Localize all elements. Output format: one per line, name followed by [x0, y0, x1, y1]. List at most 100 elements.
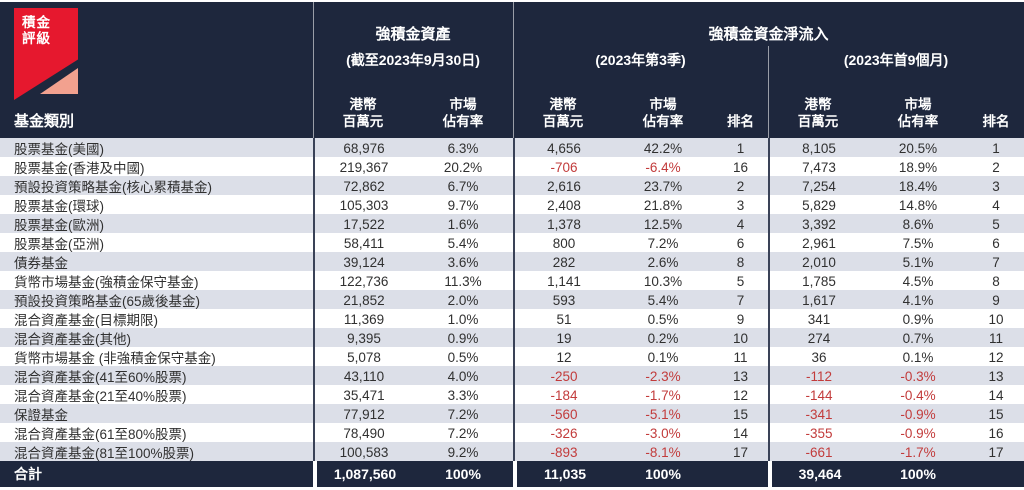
q3-rank-cell: 11 — [733, 349, 748, 365]
q3-share-cell: -8.1% — [645, 444, 681, 460]
netflow-9month-header: (2023年首9個月) 港幣 百萬元 市場 佔有率 排名 — [768, 44, 1024, 138]
assets-amount-cell: 39,124 — [313, 252, 413, 272]
q3-netflow-cell: 1,378 — [513, 214, 613, 234]
assets-group-subtitle: (截至2023年9月30日) — [346, 52, 480, 68]
col-header-hkd-million: 港幣 百萬元 — [313, 97, 413, 131]
col-header-hkd-million: 港幣 百萬元 — [513, 97, 613, 131]
assets-share-cell: 9.7% — [447, 197, 479, 213]
m9-rank-cell: 11 — [988, 330, 1003, 346]
q3-rank-cell: 6 — [736, 235, 745, 251]
m9-share-cell: 0.9% — [902, 311, 934, 327]
m9-rank-cell: 5 — [992, 216, 1000, 232]
fund-category-cell: 混合資產基金(61至80%股票) — [14, 427, 187, 442]
q3-netflow-cell: 800 — [513, 233, 613, 253]
q3-share-cell: 42.2% — [643, 140, 683, 156]
fund-category-cell: 混合資產基金(41至60%股票) — [14, 370, 187, 385]
assets-amount-cell: 68,976 — [313, 138, 413, 158]
table-row: 預設投資策略基金(65歲後基金) 21,852 2.0% 593 5.4% 7 … — [0, 290, 1024, 310]
col-header-market-share: 市場 佔有率 — [613, 97, 713, 131]
q3-netflow-cell: -184 — [513, 385, 613, 405]
total-assets-share: 100% — [445, 466, 481, 482]
q3-share-cell: 21.8% — [643, 197, 683, 213]
col-hkd-line1: 港幣 — [349, 97, 377, 113]
table-row: 混合資產基金(41至60%股票) 43,110 4.0% -250 -2.3% … — [0, 366, 1024, 386]
netflow-9month-subtitle: (2023年首9個月) — [843, 52, 949, 68]
col-share-line1: 市場 — [449, 97, 477, 113]
assets-amount-cell: 11,369 — [313, 309, 413, 329]
assets-share-cell: 20.2% — [443, 159, 483, 175]
col-share-line2: 佔有率 — [897, 114, 939, 130]
q3-netflow-cell: 4,656 — [513, 138, 613, 158]
assets-amount-cell: 122,736 — [313, 271, 413, 291]
m9-rank-cell: 12 — [988, 349, 1004, 365]
table-row: 混合資產基金(21至40%股票) 35,471 3.3% -184 -1.7% … — [0, 385, 1024, 405]
q3-rank-cell: 10 — [732, 330, 749, 346]
assets-share-cell: 9.2% — [447, 444, 479, 460]
table-row: 股票基金(亞洲) 58,411 5.4% 800 7.2% 6 2,961 7.… — [0, 233, 1024, 253]
m9-rank-cell: 13 — [988, 368, 1004, 384]
q3-netflow-cell: 282 — [513, 252, 613, 272]
assets-share-cell: 6.7% — [447, 178, 479, 194]
q3-share-cell: -5.1% — [645, 406, 681, 422]
assets-share-cell: 0.9% — [447, 330, 479, 346]
m9-netflow-cell: 8,105 — [768, 138, 868, 158]
m9-rank-cell: 9 — [992, 292, 1000, 308]
assets-share-cell: 0.5% — [447, 349, 479, 365]
m9-netflow-cell: 2,010 — [768, 252, 868, 272]
q3-share-cell: -2.3% — [645, 368, 681, 384]
col-header-rank: 排名 — [727, 114, 754, 130]
assets-amount-cell: 219,367 — [313, 157, 413, 177]
assets-amount-cell: 17,522 — [313, 214, 413, 234]
q3-netflow-cell: 12 — [513, 347, 613, 367]
assets-amount-cell: 100,583 — [313, 442, 413, 462]
q3-rank-cell: 4 — [736, 216, 745, 232]
q3-netflow-cell: -326 — [513, 423, 613, 443]
m9-rank-cell: 2 — [992, 159, 1000, 175]
fund-category-cell: 貨幣市場基金 (非強積金保守基金) — [14, 351, 216, 366]
table-row: 混合資產基金(61至80%股票) 78,490 7.2% -326 -3.0% … — [0, 423, 1024, 443]
netflow-group-title: 強積金資金淨流入 — [708, 26, 829, 43]
q3-rank-cell: 5 — [736, 273, 745, 289]
table-header: 積金 評級 基金類別 強積金資產 (截至2023年9月30日) 港幣 百萬元 市… — [0, 2, 1024, 138]
logo-line2: 評級 — [22, 31, 51, 47]
fund-category-cell: 貨幣市場基金(強積金保守基金) — [14, 275, 199, 290]
table-row: 股票基金(環球) 105,303 9.7% 2,408 21.8% 3 5,82… — [0, 195, 1024, 215]
assets-share-cell: 1.0% — [447, 311, 479, 327]
netflow-periods: (2023年第3季) 港幣 百萬元 市場 佔有率 排名 — [513, 44, 1024, 138]
total-label: 合計 — [14, 466, 42, 482]
q3-subcolumns: 港幣 百萬元 市場 佔有率 排名 — [513, 76, 768, 138]
col-header-market-share: 市場 佔有率 — [413, 97, 513, 131]
fund-category-cell: 股票基金(環球) — [14, 199, 104, 214]
m9-subcolumns: 港幣 百萬元 市場 佔有率 排名 — [768, 76, 1024, 138]
m9-netflow-cell: 274 — [768, 328, 868, 348]
fund-category-cell: 混合資產基金(81至100%股票) — [14, 446, 195, 461]
m9-rank-cell: 8 — [992, 273, 1000, 289]
assets-amount-cell: 43,110 — [313, 366, 413, 386]
table-row: 貨幣市場基金(強積金保守基金) 122,736 11.3% 1,141 10.3… — [0, 271, 1024, 291]
q3-rank-cell: 14 — [732, 425, 749, 441]
assets-share-cell: 3.6% — [447, 254, 479, 270]
col-header-rank: 排名 — [982, 114, 1010, 130]
m9-rank-cell: 4 — [992, 197, 1000, 213]
m9-netflow-cell: 1,785 — [768, 271, 868, 291]
total-m9-rank — [968, 461, 1024, 487]
table-row: 股票基金(歐洲) 17,522 1.6% 1,378 12.5% 4 3,392… — [0, 214, 1024, 234]
m9-share-cell: -0.9% — [900, 406, 936, 422]
q3-share-cell: -6.4% — [645, 159, 681, 175]
m9-share-cell: 5.1% — [902, 254, 934, 270]
q3-netflow-cell: 19 — [513, 328, 613, 348]
m9-netflow-cell: 3,392 — [768, 214, 868, 234]
m9-netflow-cell: 2,961 — [768, 233, 868, 253]
fund-category-cell: 預設投資策略基金(核心累積基金) — [14, 180, 212, 195]
assets-share-cell: 5.4% — [447, 235, 479, 251]
fund-category-cell: 股票基金(歐洲) — [14, 218, 104, 233]
q3-netflow-cell: 2,408 — [513, 195, 613, 215]
assets-amount-cell: 72,862 — [313, 176, 413, 196]
table-row: 債券基金 39,124 3.6% 282 2.6% 8 2,010 5.1% 7 — [0, 252, 1024, 272]
q3-rank-cell: 17 — [732, 444, 749, 460]
m9-share-cell: -0.4% — [900, 387, 936, 403]
assets-amount-cell: 58,411 — [313, 233, 413, 253]
table-row: 保證基金 77,912 7.2% -560 -5.1% 15 -341 -0.9… — [0, 404, 1024, 424]
